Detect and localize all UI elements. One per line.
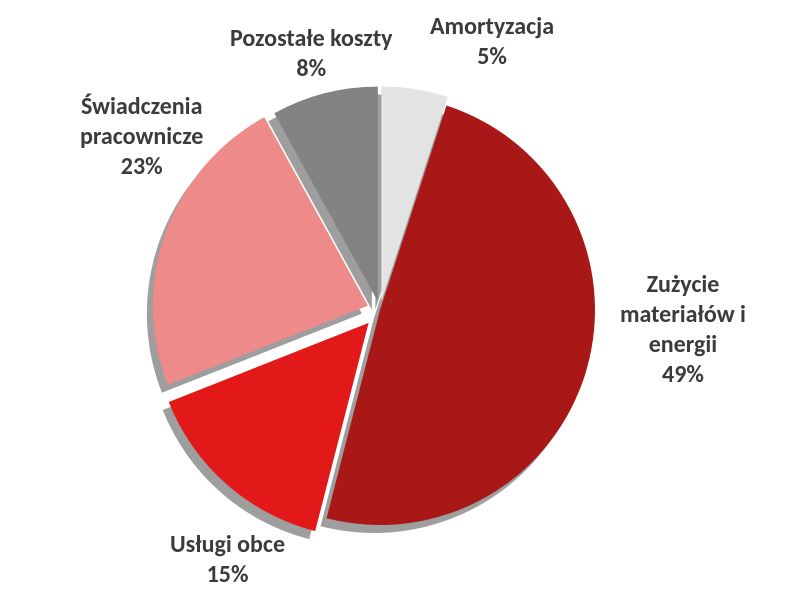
slice-name: Zużyciemateriałów ienergii	[620, 270, 746, 360]
slice-pct: 23%	[80, 152, 203, 182]
slice-label-zuzycie-materialow: Zużyciemateriałów ienergii 49%	[620, 270, 746, 390]
slice-label-amortyzacja: Amortyzacja 5%	[430, 12, 554, 72]
slice-pct: 49%	[620, 360, 746, 390]
pie-chart-container: Amortyzacja 5% Zużyciemateriałów ienergi…	[0, 0, 802, 598]
slice-label-uslugi-obce: Usługi obce 15%	[170, 530, 285, 590]
slice-name: Pozostałe koszty	[230, 24, 393, 54]
slice-pct: 5%	[430, 42, 554, 72]
pie-slices-layer	[153, 87, 595, 532]
slice-label-swiadczenia-pracownicze: Świadczeniapracownicze 23%	[80, 92, 203, 182]
slice-name: Świadczeniapracownicze	[80, 92, 203, 152]
slice-label-pozostale-koszty: Pozostałe koszty 8%	[230, 24, 393, 84]
slice-name: Usługi obce	[170, 530, 285, 560]
slice-pct: 15%	[170, 560, 285, 590]
slice-name: Amortyzacja	[430, 12, 554, 42]
slice-pct: 8%	[230, 54, 393, 84]
